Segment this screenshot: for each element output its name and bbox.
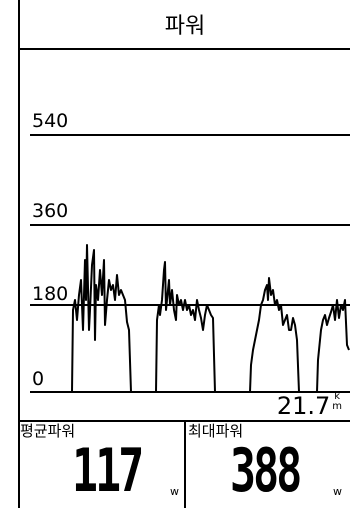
distance-unit-k: k (334, 391, 341, 402)
y-label-540: 540 (32, 110, 69, 132)
max-power-value: 388 (230, 436, 302, 506)
screen-title: 파워 (164, 14, 206, 39)
distance-readout: 21.7 k m (276, 392, 342, 421)
grid-line-360 (30, 224, 350, 226)
left-border (18, 0, 20, 508)
max-power-label: 최대파워 (188, 422, 244, 440)
y-label-0: 0 (32, 368, 45, 390)
power-trace (71, 244, 350, 393)
avg-power-value: 117 (72, 436, 144, 506)
grid-line-540 (30, 134, 350, 136)
avg-power-unit: w (170, 485, 179, 498)
power-graph (30, 244, 350, 393)
title-divider (20, 48, 350, 50)
avg-power-label: 평균파워 (20, 422, 76, 440)
y-label-180: 180 (32, 283, 69, 305)
distance-value: 21.7 (276, 392, 331, 420)
fields-vertical-divider (184, 422, 186, 508)
fields-divider (20, 420, 350, 422)
max-power-unit: w (333, 485, 342, 498)
distance-unit-m: m (332, 401, 342, 412)
y-label-360: 360 (32, 200, 69, 222)
